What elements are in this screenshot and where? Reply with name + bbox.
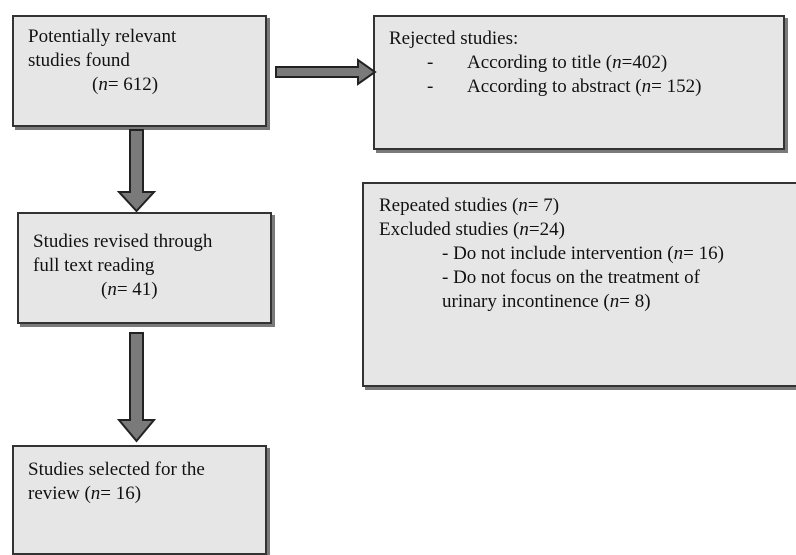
found-count: (n= 612)	[28, 73, 265, 97]
exclusion-reason-focus-line-1: - Do not focus on the treatment of	[442, 267, 701, 288]
found-count-value: = 612)	[107, 74, 159, 95]
full-text-count-open: (	[101, 279, 108, 300]
full-text-line-1: Studies revised through	[33, 231, 213, 252]
excluded-studies-value: =24)	[528, 219, 565, 240]
found-count-open: (	[92, 74, 99, 95]
rejected-item-abstract-dash: -	[427, 76, 434, 97]
box-full-text-reading: Studies revised through full text readin…	[17, 212, 272, 324]
rejected-item-title-value: =402)	[621, 52, 668, 73]
exclusion-reason-focus-text: urinary incontinence (	[442, 291, 610, 312]
box-rejected-studies: Rejected studies: - According to title (n…	[373, 15, 785, 150]
repeated-studies-value: = 7)	[527, 195, 560, 216]
exclusion-reason-intervention-n: n	[673, 243, 684, 264]
selected-line-1: Studies selected for the	[28, 459, 205, 480]
selected-line-2-text: review (	[28, 483, 91, 504]
rejected-item-abstract-value: = 152)	[651, 76, 702, 97]
rejected-item-abstract-n: n	[641, 76, 652, 97]
found-line-2: studies found	[28, 50, 130, 71]
exclusion-reason-intervention: - Do not include intervention (n= 16)	[379, 242, 796, 266]
selected-line-2-n: n	[90, 483, 101, 504]
exclusion-reason-intervention-value: = 16)	[683, 243, 724, 264]
repeated-studies-text: Repeated studies (	[379, 195, 519, 216]
repeated-studies-n: n	[518, 195, 528, 216]
exclusion-reason-focus-n: n	[609, 291, 620, 312]
rejected-item-abstract: - According to abstract (n= 152)	[389, 75, 783, 99]
exclusion-reason-focus-line-2: urinary incontinence (n= 8)	[379, 290, 796, 314]
rejected-item-title-dash: -	[427, 52, 434, 73]
exclusion-reason-intervention-text: - Do not include intervention (	[442, 243, 674, 264]
full-text-line-2: full text reading	[33, 255, 155, 276]
full-text-count: (n= 41)	[33, 278, 270, 302]
rejected-item-title: - According to title (n=402)	[389, 51, 783, 75]
box-studies-found: Potentially relevant studies found (n= 6…	[12, 15, 267, 127]
arrow-down-to-full-text	[116, 129, 157, 213]
box-studies-selected: Studies selected for the review (n= 16)	[12, 445, 267, 555]
rejected-item-abstract-text: According to abstract (	[467, 76, 642, 97]
excluded-studies: Excluded studies (n=24)	[379, 218, 796, 242]
repeated-studies: Repeated studies (n= 7)	[379, 194, 796, 218]
rejected-item-title-n: n	[612, 52, 622, 73]
box-excluded-studies: Repeated studies (n= 7) Excluded studies…	[362, 182, 796, 387]
excluded-studies-n: n	[519, 219, 529, 240]
excluded-studies-text: Excluded studies (	[379, 219, 520, 240]
full-text-count-value: = 41)	[116, 279, 158, 300]
exclusion-reason-focus-value: = 8)	[619, 291, 651, 312]
selected-line-2-value: = 16)	[100, 483, 142, 504]
rejected-heading: Rejected studies:	[389, 28, 519, 49]
found-count-n: n	[98, 74, 108, 95]
found-line-1: Potentially relevant	[28, 26, 177, 47]
arrow-right-to-rejected	[275, 58, 377, 86]
rejected-item-title-text: According to title (	[467, 52, 613, 73]
selected-line-2: review (n= 16)	[28, 482, 265, 506]
full-text-count-n: n	[107, 279, 117, 300]
arrow-down-to-selected	[116, 332, 157, 443]
